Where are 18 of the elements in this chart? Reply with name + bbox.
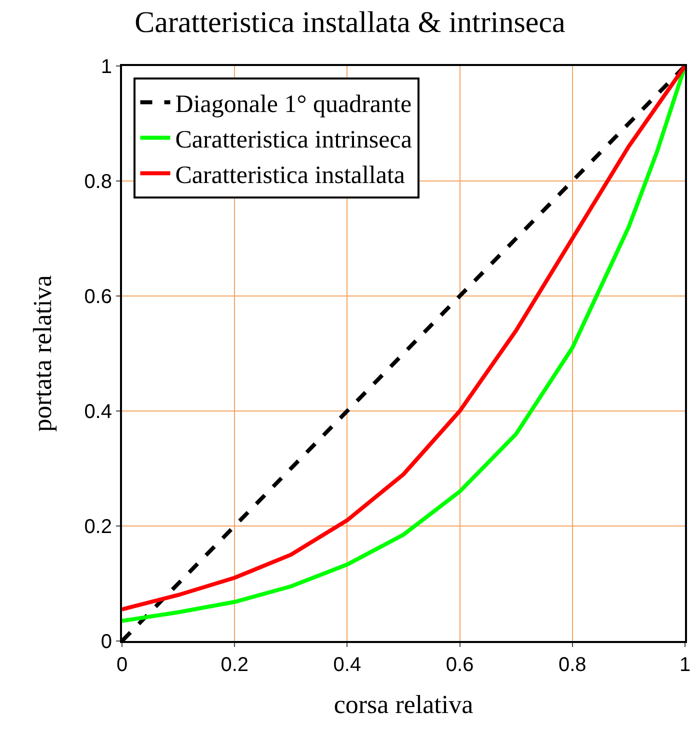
legend-label: Caratteristica installata: [175, 162, 406, 189]
y-tick-label: 0.8: [84, 171, 112, 193]
x-tick-label: 0.8: [558, 654, 586, 676]
x-tick-label: 0.4: [333, 654, 362, 676]
y-tick-label: 1: [100, 56, 112, 78]
x-tick-label: 0: [116, 654, 128, 676]
x-axis-title: corsa relativa: [334, 690, 474, 720]
y-tick-label: 0.2: [84, 516, 112, 538]
chart-title: Caratteristica installata & intrinseca: [134, 6, 566, 40]
y-tick-label: 0.6: [84, 286, 112, 308]
x-tick-label: 0.6: [446, 654, 474, 676]
legend-label: Caratteristica intrinseca: [175, 126, 412, 154]
y-tick-label: 0.4: [84, 401, 112, 423]
x-tick-label: 0.2: [220, 654, 249, 676]
y-tick-label: 0: [100, 631, 112, 653]
x-tick-label: 1: [679, 654, 691, 676]
legend-label: Diagonale 1° quadrante: [175, 91, 412, 118]
y-axis-title: portata relativa: [28, 274, 58, 432]
